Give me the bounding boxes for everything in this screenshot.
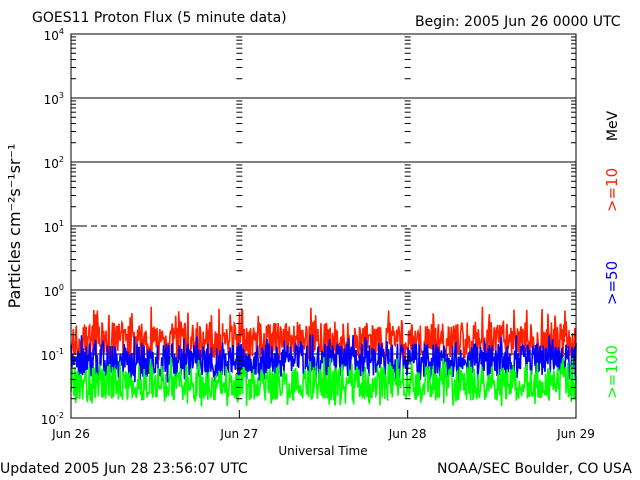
x-tick-label: Jun 26 (51, 427, 90, 441)
y-tick-label: 10-1 (41, 347, 64, 363)
y-tick-label: 103 (44, 91, 64, 107)
legend-entry-1: >=10 (603, 168, 621, 212)
updated-timestamp: Updated 2005 Jun 28 23:56:07 UTC (0, 461, 248, 477)
series-line-1 (70, 306, 577, 363)
legend-unit: MeV (605, 110, 621, 141)
y-tick-label: 101 (44, 219, 64, 235)
legend-entry-2: >=50 (603, 261, 621, 305)
y-axis-title: Particles cm⁻²s⁻¹sr⁻¹ (5, 144, 24, 309)
data-source: NOAA/SEC Boulder, CO USA (437, 461, 632, 477)
begin-label: Begin: 2005 Jun 26 0000 UTC (415, 14, 621, 30)
chart-title: GOES11 Proton Flux (5 minute data) (32, 10, 287, 26)
series-line-3 (70, 356, 577, 407)
x-tick-label: Jun 27 (219, 427, 258, 441)
x-tick-label: Jun 29 (556, 427, 595, 441)
x-tick-label: Jun 28 (388, 427, 427, 441)
y-tick-label: 104 (44, 27, 64, 43)
y-tick-label: 100 (44, 283, 64, 299)
grid-layer (71, 97, 576, 355)
y-tick-label: 102 (44, 155, 64, 171)
legend-entry-3: >=100 (603, 345, 621, 399)
legend: >=10 >=50 >=100 MeV (603, 110, 621, 398)
y-tick-label: 10-2 (41, 411, 64, 427)
x-axis-title: Universal Time (278, 444, 367, 458)
series-layer (70, 306, 577, 407)
